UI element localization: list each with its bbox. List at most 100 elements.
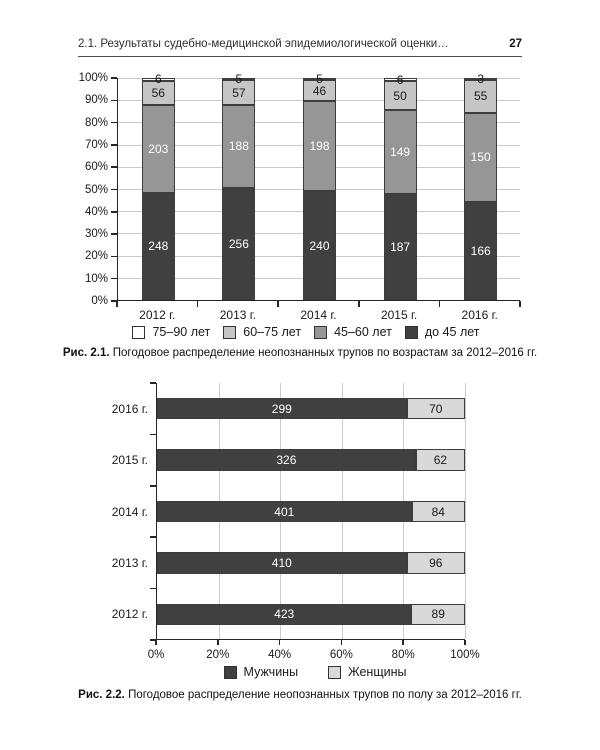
bar-segment: 166 <box>464 201 498 300</box>
bar-value-label: 46 <box>312 83 327 98</box>
y-axis-tick <box>111 77 117 79</box>
page-header: 2.1. Результаты судебно-медицинской эпид… <box>78 38 522 57</box>
legend-label: до 45 лет <box>424 325 480 339</box>
sex-chart-plot-area: 299 70 326 62 401 84 410 96 423 89 <box>156 383 466 640</box>
bar-segment: 6 <box>383 73 417 87</box>
figure-2-1-text: Погодовое распределение неопознанных тру… <box>112 347 538 359</box>
bar-segment: 198 <box>303 101 336 192</box>
bar-segment: 89 <box>411 603 465 626</box>
figure-2-2-text: Погодовое распределение неопознанных тру… <box>128 689 522 701</box>
stacked-bar: 256 188 57 5 <box>222 72 256 300</box>
bar-value-label: 3 <box>477 72 485 86</box>
y-axis-tick <box>111 144 117 146</box>
x-axis-category-label: 2012 г. <box>139 308 176 322</box>
bar-value-label: 5 <box>235 72 243 87</box>
x-axis-tick <box>155 640 157 645</box>
bar-segment: 401 <box>157 500 412 523</box>
y-axis-category-label: 2014 г. <box>111 504 148 519</box>
figure-2-2-caption: Рис. 2.2. Погодовое распределение неопоз… <box>0 689 600 701</box>
bar-value-label: 62 <box>433 453 448 468</box>
bar-value-label: 150 <box>470 150 491 165</box>
bar-segment: 5 <box>222 72 256 86</box>
bar-value-label: 57 <box>232 85 246 100</box>
x-axis-tick-label: 80% <box>391 649 415 661</box>
figure-2-1-number: Рис. 2.1. <box>62 347 110 359</box>
y-axis-category-label: 2016 г. <box>111 401 148 416</box>
bar-segment: 6 <box>141 72 175 86</box>
x-axis-tick <box>340 640 343 645</box>
y-axis-category-label: 2013 г. <box>111 555 148 570</box>
running-header-title: 2.1. Результаты судебно-медицинской эпид… <box>78 38 449 50</box>
stacked-bar: 166 150 55 3 <box>464 72 498 300</box>
legend-swatch <box>223 325 237 339</box>
y-axis-tick <box>111 99 117 102</box>
bar-value-label: 188 <box>228 139 249 154</box>
x-axis-category-label: 2015 г. <box>380 308 418 322</box>
bar-segment: 256 <box>222 187 256 300</box>
x-axis-category-label: 2013 г. <box>219 308 257 322</box>
legend-item: 60–75 лет <box>223 325 301 339</box>
y-axis-tick <box>150 382 156 384</box>
x-axis-tick-label: 100% <box>450 649 480 661</box>
bar-value-label: 56 <box>151 85 165 100</box>
bar-segment: 149 <box>383 109 417 195</box>
y-axis-tick-label: 80% <box>84 116 108 129</box>
bar-segment: 46 <box>303 80 336 102</box>
legend-item: 75–90 лет <box>132 325 210 339</box>
y-axis-tick-label: 60% <box>84 161 108 174</box>
x-axis-tick <box>464 640 466 645</box>
legend-item: 45–60 лет <box>314 325 392 339</box>
bar-segment: 62 <box>415 449 465 471</box>
bar-segment: 150 <box>464 112 498 202</box>
legend-swatch <box>404 325 418 339</box>
bar-segment: 57 <box>222 80 256 106</box>
bar-value-label: 6 <box>154 72 162 87</box>
sex-chart-legend: Мужчины Женщины <box>15 665 600 679</box>
bar-segment: 187 <box>383 194 417 300</box>
legend-swatch <box>223 665 237 679</box>
bar-value-label: 203 <box>148 141 169 156</box>
bar-value-label: 187 <box>390 240 411 255</box>
age-chart-plot-area: 248 203 56 6 256 188 57 5 240 198 46 5 187 149 50 6 166 1… <box>117 72 520 301</box>
y-axis-tick-label: 40% <box>84 205 108 218</box>
bar-value-label: 198 <box>309 139 330 154</box>
y-axis-tick <box>150 639 156 641</box>
y-axis-tick <box>111 233 117 235</box>
bar-value-label: 6 <box>396 72 404 87</box>
y-axis-tick <box>150 433 156 436</box>
bar-value-label: 70 <box>429 401 443 416</box>
figure-2-1-caption: Рис. 2.1. Погодовое распределение неопоз… <box>0 347 600 359</box>
x-axis-tick <box>402 640 404 645</box>
bar-value-label: 55 <box>474 89 488 104</box>
x-axis-tick <box>116 301 118 307</box>
x-axis-tick-label: 40% <box>268 649 292 661</box>
bar-value-label: 84 <box>431 504 445 519</box>
y-axis-tick-label: 50% <box>84 183 108 196</box>
bar-segment: 188 <box>222 105 256 188</box>
bar-segment: 423 <box>157 603 412 626</box>
legend-item: Женщины <box>328 665 406 679</box>
bar-value-label: 89 <box>431 607 445 622</box>
legend-label: 45–60 лет <box>334 325 392 339</box>
y-axis-tick-label: 20% <box>84 250 108 263</box>
y-axis-tick <box>111 211 117 213</box>
y-axis-category-label: 2015 г. <box>111 453 148 468</box>
x-axis-tick <box>519 301 521 307</box>
bar-value-label: 166 <box>470 243 491 258</box>
x-axis-tick <box>217 640 219 645</box>
legend-label: 75–90 лет <box>152 325 211 339</box>
y-axis-tick-label: 10% <box>84 272 108 285</box>
bar-value-label: 149 <box>390 144 411 159</box>
legend-label: Мужчины <box>243 665 299 679</box>
legend-swatch <box>328 665 342 679</box>
bar-segment: 326 <box>157 449 416 471</box>
bar-value-label: 5 <box>316 72 323 87</box>
y-axis-tick <box>111 121 117 124</box>
stacked-bar: 187 149 50 6 <box>383 73 417 300</box>
bar-value-label: 423 <box>274 607 295 622</box>
bar-segment: 5 <box>303 72 336 86</box>
gridline <box>465 383 466 639</box>
bar-value-label: 50 <box>393 88 407 103</box>
x-axis-tick <box>196 301 199 307</box>
